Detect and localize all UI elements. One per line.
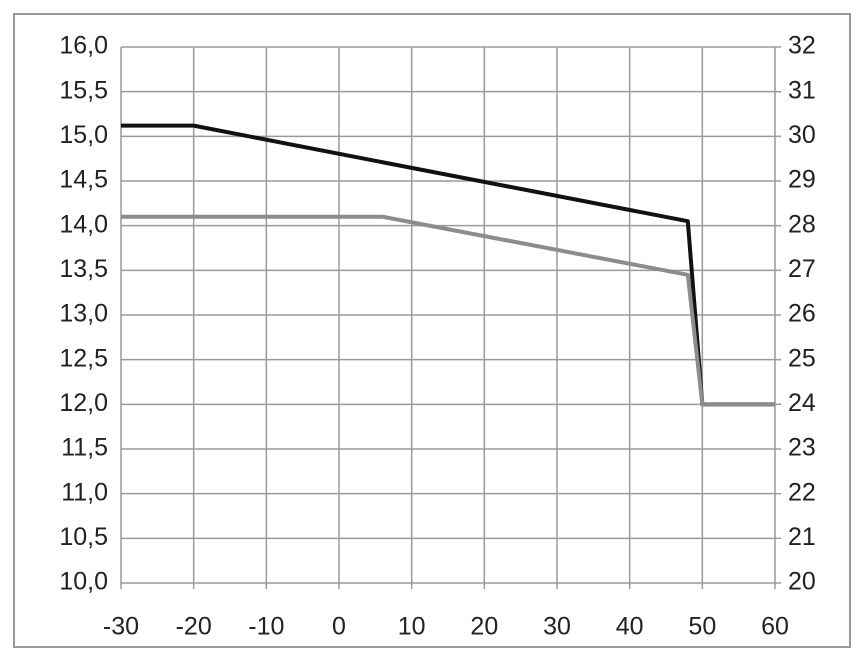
frame xyxy=(13,13,851,648)
y2-tick-label: 26 xyxy=(788,300,816,328)
y2-tick-label: 28 xyxy=(788,210,816,238)
y2-tick-label: 22 xyxy=(788,478,816,506)
y-tick-label: 10,0 xyxy=(59,568,108,596)
y2-tick-label: 20 xyxy=(788,568,816,596)
x-tick-label: -30 xyxy=(103,613,139,641)
series-line xyxy=(121,214,775,407)
x-tick-label: 50 xyxy=(688,613,716,641)
y-tick-label: 14,0 xyxy=(59,210,108,238)
y2-tick-label: 23 xyxy=(788,434,816,462)
y-tick-label: 16,0 xyxy=(59,32,108,60)
y-tick-label: 12,5 xyxy=(59,344,108,372)
x-tick-label: -10 xyxy=(248,613,284,641)
y-tick-label: 15,0 xyxy=(59,121,108,149)
y-tick-label: 14,5 xyxy=(59,166,108,194)
x-tick-label: 40 xyxy=(616,613,644,641)
y2-tick-label: 32 xyxy=(788,32,816,60)
y-tick-label: 12,0 xyxy=(59,389,108,417)
y-tick-label: 11,5 xyxy=(61,434,108,462)
y-tick-label: 10,5 xyxy=(59,523,108,551)
x-tick-label: -20 xyxy=(176,613,212,641)
x-tick-label: 20 xyxy=(470,613,498,641)
y-tick-label: 15,5 xyxy=(59,76,108,104)
y2-tick-label: 27 xyxy=(788,255,816,283)
y2-tick-label: 21 xyxy=(788,523,816,551)
y2-tick-label: 24 xyxy=(788,389,816,417)
y2-tick-label: 31 xyxy=(788,76,816,104)
y2-tick-label: 30 xyxy=(788,121,816,149)
x-tick-label: 30 xyxy=(543,613,571,641)
y-tick-label: 11,0 xyxy=(61,478,108,506)
y-tick-label: 13,5 xyxy=(59,255,108,283)
y2-tick-label: 25 xyxy=(788,344,816,372)
x-tick-label: 10 xyxy=(398,613,426,641)
x-tick-label: 0 xyxy=(332,613,346,641)
y-tick-label: 13,0 xyxy=(59,300,108,328)
x-tick-label: 60 xyxy=(761,613,789,641)
y2-tick-label: 29 xyxy=(788,166,816,194)
